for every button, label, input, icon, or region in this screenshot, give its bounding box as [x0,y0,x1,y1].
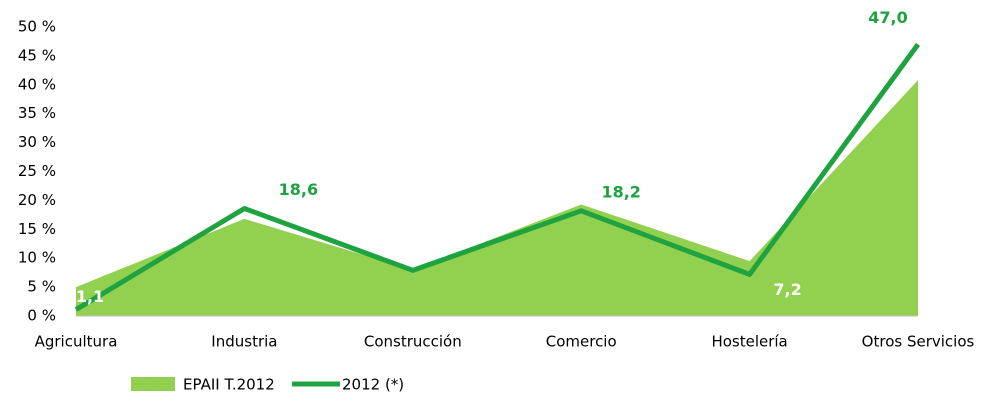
x-tick-label: Comercio [546,333,617,351]
y-tick-label: 5 % [27,278,56,296]
x-tick-label: Construcción [364,333,462,351]
data-label: 7,2 [773,280,801,299]
legend-swatch [131,377,175,391]
data-label: 47,0 [868,8,907,27]
data-label: 18,6 [279,180,318,199]
y-tick-label: 45 % [18,46,56,64]
y-tick-label: 30 % [18,133,56,151]
x-tick-label: Hostelería [711,333,787,351]
data-label: 18,2 [601,182,640,201]
x-tick-label: Agricultura [35,333,118,351]
y-tick-label: 35 % [18,104,56,122]
x-tick-label: Otros Servicios [862,333,975,351]
y-tick-label: 15 % [18,220,56,238]
x-tick-label: Industria [211,333,277,351]
y-tick-label: 25 % [18,162,56,180]
y-tick-label: 10 % [18,249,56,267]
legend-label: 2012 (*) [342,376,404,394]
data-label: 7,9 [421,242,449,261]
y-tick-label: 0 % [27,307,56,325]
data-label: 1,1 [76,287,104,306]
line [74,42,921,312]
y-tick-label: 50 % [18,18,56,36]
y-tick-label: 40 % [18,75,56,93]
legend-label: EPAII T.2012 [183,376,275,394]
y-tick-label: 20 % [18,191,56,209]
